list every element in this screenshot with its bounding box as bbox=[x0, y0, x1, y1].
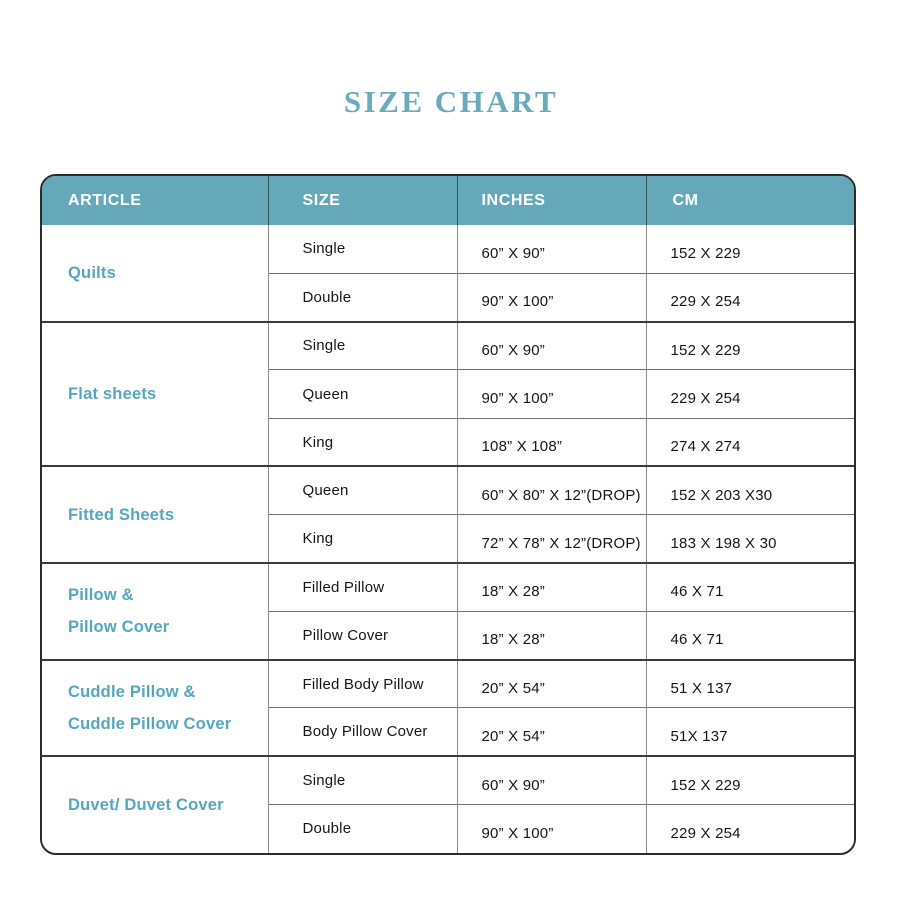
cm-cell: 152 X 229 bbox=[645, 755, 854, 805]
article-label: Pillow Cover bbox=[68, 618, 170, 637]
cm-cell: 229 X 254 bbox=[645, 804, 854, 853]
inches-cell: 60” X 90” bbox=[456, 755, 646, 805]
inches-cell: 108” X 108” bbox=[456, 417, 646, 467]
column-header-inches: INCHES bbox=[456, 176, 646, 225]
article-label: Fitted Sheets bbox=[68, 505, 175, 524]
size-cell: Pillow Cover bbox=[267, 610, 457, 660]
header-row: ARTICLE SIZE INCHES CM bbox=[42, 176, 854, 225]
column-header-size: SIZE bbox=[267, 176, 457, 225]
table-row: Pillow Cover 18” X 28” 46 X 71 bbox=[42, 610, 854, 660]
size-cell: Double bbox=[267, 804, 457, 853]
inches-cell: 90” X 100” bbox=[456, 369, 646, 419]
article-cell-fitted-sheets: Fitted Sheets bbox=[42, 465, 268, 564]
table-row: Flat sheets Single 60” X 90” 152 X 229 bbox=[42, 320, 854, 467]
inches-cell: 60” X 80” X 12”(DROP) bbox=[456, 465, 646, 515]
article-cell-cuddle-pillow: Cuddle Pillow & Cuddle Pillow Cover bbox=[42, 658, 268, 757]
table-row: Cuddle Pillow & Cuddle Pillow Cover Fill… bbox=[42, 658, 854, 757]
table-row: Double 90” X 100” 229 X 254 bbox=[42, 272, 854, 322]
table-row: Double 90” X 100” 229 X 254 bbox=[42, 804, 854, 853]
page-title: SIZE CHART bbox=[343, 84, 559, 119]
cm-cell: 183 X 198 X 30 bbox=[645, 514, 854, 564]
cm-cell: 229 X 254 bbox=[645, 369, 854, 419]
inches-cell: 18” X 28” bbox=[456, 610, 646, 660]
table-row: Queen 90” X 100” 229 X 254 bbox=[42, 369, 854, 419]
size-cell: Single bbox=[267, 320, 457, 370]
article-cell-duvet: Duvet/ Duvet Cover bbox=[42, 755, 268, 853]
table-row: Quilts Single 60” X 90” 152 X 229 bbox=[42, 225, 854, 322]
inches-cell: 90” X 100” bbox=[456, 804, 646, 853]
inches-cell: 60” X 90” bbox=[456, 320, 646, 370]
inches-cell: 20” X 54” bbox=[456, 707, 646, 757]
size-cell: Double bbox=[267, 272, 457, 322]
inches-cell: 20” X 54” bbox=[456, 658, 646, 708]
table-row: Pillow & Pillow Cover Filled Pillow 18” … bbox=[42, 562, 854, 660]
cm-cell: 229 X 254 bbox=[645, 272, 854, 322]
cm-cell: 152 X 229 bbox=[645, 225, 854, 274]
article-cell-quilts: Quilts bbox=[42, 225, 268, 322]
size-chart-table-container: ARTICLE SIZE INCHES CM Quilts Single 60”… bbox=[40, 174, 856, 855]
cm-cell: 152 X 229 bbox=[645, 320, 854, 370]
cm-cell: 46 X 71 bbox=[645, 610, 854, 660]
cm-cell: 51 X 137 bbox=[645, 658, 854, 708]
table-row: King 72” X 78” X 12”(DROP) 183 X 198 X 3… bbox=[42, 514, 854, 564]
table-row: Fitted Sheets Queen 60” X 80” X 12”(DROP… bbox=[42, 465, 854, 564]
column-header-article: ARTICLE bbox=[42, 176, 268, 225]
cm-cell: 51X 137 bbox=[645, 707, 854, 757]
size-cell: Filled Body Pillow bbox=[267, 658, 457, 708]
table-row: King 108” X 108” 274 X 274 bbox=[42, 417, 854, 467]
inches-cell: 72” X 78” X 12”(DROP) bbox=[456, 514, 646, 564]
column-header-cm: CM bbox=[645, 176, 854, 225]
article-label: Quilts bbox=[68, 263, 116, 282]
article-label: Pillow & bbox=[68, 586, 134, 605]
size-cell: King bbox=[267, 417, 457, 467]
table-row: Body Pillow Cover 20” X 54” 51X 137 bbox=[42, 707, 854, 757]
size-cell: Single bbox=[267, 225, 457, 274]
size-cell: King bbox=[267, 514, 457, 564]
inches-cell: 60” X 90” bbox=[456, 225, 646, 274]
inches-cell: 90” X 100” bbox=[456, 272, 646, 322]
cm-cell: 46 X 71 bbox=[645, 562, 854, 612]
article-label: Flat sheets bbox=[68, 385, 157, 404]
size-cell: Single bbox=[267, 755, 457, 805]
cm-cell: 152 X 203 X30 bbox=[645, 465, 854, 515]
article-label: Duvet/ Duvet Cover bbox=[68, 796, 224, 815]
article-label: Cuddle Pillow Cover bbox=[68, 714, 232, 733]
size-chart-table: ARTICLE SIZE INCHES CM Quilts Single 60”… bbox=[42, 176, 854, 853]
cm-cell: 274 X 274 bbox=[645, 417, 854, 467]
article-cell-pillow: Pillow & Pillow Cover bbox=[42, 562, 268, 660]
article-label: Cuddle Pillow & bbox=[68, 682, 196, 701]
size-cell: Body Pillow Cover bbox=[267, 707, 457, 757]
size-cell: Queen bbox=[267, 369, 457, 419]
size-cell: Filled Pillow bbox=[267, 562, 457, 612]
size-cell: Queen bbox=[267, 465, 457, 515]
article-cell-flat-sheets: Flat sheets bbox=[42, 320, 268, 467]
table-row: Duvet/ Duvet Cover Single 60” X 90” 152 … bbox=[42, 755, 854, 853]
inches-cell: 18” X 28” bbox=[456, 562, 646, 612]
